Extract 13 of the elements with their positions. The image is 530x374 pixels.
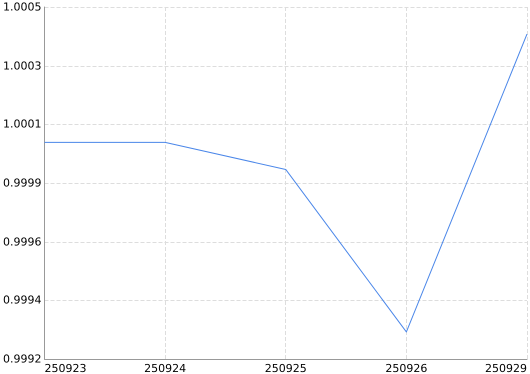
x-tick-label: 250925 <box>264 362 307 374</box>
x-tick-label: 250929 <box>485 362 527 374</box>
line-series <box>44 34 528 332</box>
x-tick-label: 250923 <box>44 362 86 374</box>
y-tick-label: 0.9996 <box>2 235 42 248</box>
y-tick-label: 0.9994 <box>2 294 42 307</box>
y-tick-label: 0.9992 <box>2 352 42 366</box>
y-tick-label: 1.0005 <box>2 0 42 14</box>
y-tick-label: 1.0003 <box>2 59 42 72</box>
y-tick-label: 0.9999 <box>2 176 42 190</box>
x-tick-label: 250924 <box>144 362 186 374</box>
y-tick-label: 1.0001 <box>2 118 42 131</box>
x-tick-label: 250926 <box>385 362 428 374</box>
